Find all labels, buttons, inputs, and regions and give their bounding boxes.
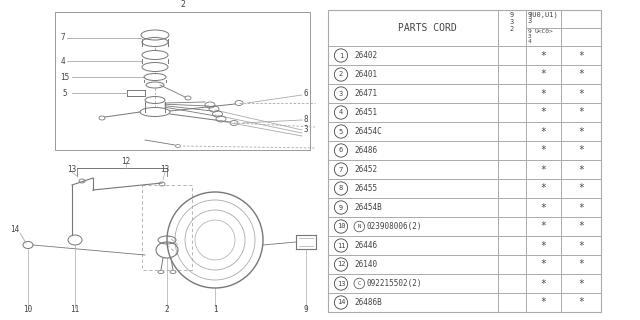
Text: 1: 1 xyxy=(339,52,343,59)
Text: 26140: 26140 xyxy=(354,260,377,269)
Text: 8: 8 xyxy=(339,186,343,191)
Text: PARTS CORD: PARTS CORD xyxy=(397,23,456,33)
Text: 26486B: 26486B xyxy=(354,298,381,307)
Text: 10: 10 xyxy=(337,223,345,229)
Text: 12: 12 xyxy=(337,261,345,268)
Text: 1: 1 xyxy=(212,306,218,315)
Text: U<C0>: U<C0> xyxy=(534,29,553,34)
Text: C: C xyxy=(358,281,361,286)
Text: *: * xyxy=(541,241,547,251)
Text: *: * xyxy=(541,126,547,137)
Text: 26401: 26401 xyxy=(354,70,377,79)
Text: *: * xyxy=(541,51,547,60)
Text: 2: 2 xyxy=(339,71,343,77)
Text: 26451: 26451 xyxy=(354,108,377,117)
Text: *: * xyxy=(541,221,547,231)
Text: 4: 4 xyxy=(339,109,343,116)
Text: 14: 14 xyxy=(337,300,345,306)
Text: 9: 9 xyxy=(339,204,343,211)
Text: 26454B: 26454B xyxy=(354,203,381,212)
Text: 092215502(2): 092215502(2) xyxy=(367,279,422,288)
Text: *: * xyxy=(578,51,584,60)
Text: 9: 9 xyxy=(528,29,532,34)
Text: 9: 9 xyxy=(528,12,532,18)
Text: *: * xyxy=(541,108,547,117)
Text: *: * xyxy=(578,260,584,269)
Text: *: * xyxy=(578,221,584,231)
Text: *: * xyxy=(578,146,584,156)
Text: 3: 3 xyxy=(528,34,532,39)
Text: 4: 4 xyxy=(61,57,65,66)
Text: *: * xyxy=(578,69,584,79)
Text: 13: 13 xyxy=(161,164,170,173)
Text: 6: 6 xyxy=(339,148,343,154)
Text: 7: 7 xyxy=(61,34,65,43)
Text: *: * xyxy=(578,89,584,99)
Text: *: * xyxy=(541,298,547,308)
Text: *: * xyxy=(578,126,584,137)
Text: 11: 11 xyxy=(70,306,79,315)
Text: *: * xyxy=(578,164,584,174)
Text: 11: 11 xyxy=(337,243,345,249)
Text: 8: 8 xyxy=(304,115,308,124)
Text: 023908006(2): 023908006(2) xyxy=(367,222,422,231)
Text: 2: 2 xyxy=(510,26,514,32)
Text: 13: 13 xyxy=(67,164,77,173)
Text: 6: 6 xyxy=(304,90,308,99)
Text: 26446: 26446 xyxy=(354,241,377,250)
Text: N: N xyxy=(358,224,361,229)
Text: 26455: 26455 xyxy=(354,184,377,193)
Text: 2: 2 xyxy=(164,306,170,315)
Text: 26402: 26402 xyxy=(354,51,377,60)
Text: 5: 5 xyxy=(63,89,67,98)
Text: 4: 4 xyxy=(528,39,532,44)
Bar xyxy=(328,10,601,312)
Text: *: * xyxy=(578,278,584,289)
Text: *: * xyxy=(541,278,547,289)
Text: *: * xyxy=(578,183,584,194)
Bar xyxy=(55,12,310,150)
Text: 3: 3 xyxy=(304,125,308,134)
Text: *: * xyxy=(541,183,547,194)
Text: *: * xyxy=(578,241,584,251)
Text: 26486: 26486 xyxy=(354,146,377,155)
Text: 2: 2 xyxy=(180,0,185,9)
Text: *: * xyxy=(541,203,547,212)
Text: *: * xyxy=(541,89,547,99)
Text: *: * xyxy=(578,203,584,212)
Text: 26454C: 26454C xyxy=(354,127,381,136)
Text: 3: 3 xyxy=(339,91,343,97)
Text: 3: 3 xyxy=(510,19,514,25)
Text: 13: 13 xyxy=(337,281,345,286)
Text: *: * xyxy=(578,108,584,117)
Text: 5: 5 xyxy=(339,129,343,134)
Text: (U0,U1): (U0,U1) xyxy=(529,12,558,19)
Text: *: * xyxy=(578,298,584,308)
Text: *: * xyxy=(541,260,547,269)
Text: 9: 9 xyxy=(304,306,308,315)
Text: *: * xyxy=(541,69,547,79)
Text: 15: 15 xyxy=(60,73,70,82)
Text: 3: 3 xyxy=(528,18,532,24)
Text: 12: 12 xyxy=(122,157,131,166)
Text: 26471: 26471 xyxy=(354,89,377,98)
Text: 7: 7 xyxy=(339,166,343,172)
Text: *: * xyxy=(541,164,547,174)
Text: 10: 10 xyxy=(24,306,33,315)
Text: 14: 14 xyxy=(10,226,20,235)
Text: *: * xyxy=(541,146,547,156)
Text: 9: 9 xyxy=(510,12,514,18)
Text: 26452: 26452 xyxy=(354,165,377,174)
